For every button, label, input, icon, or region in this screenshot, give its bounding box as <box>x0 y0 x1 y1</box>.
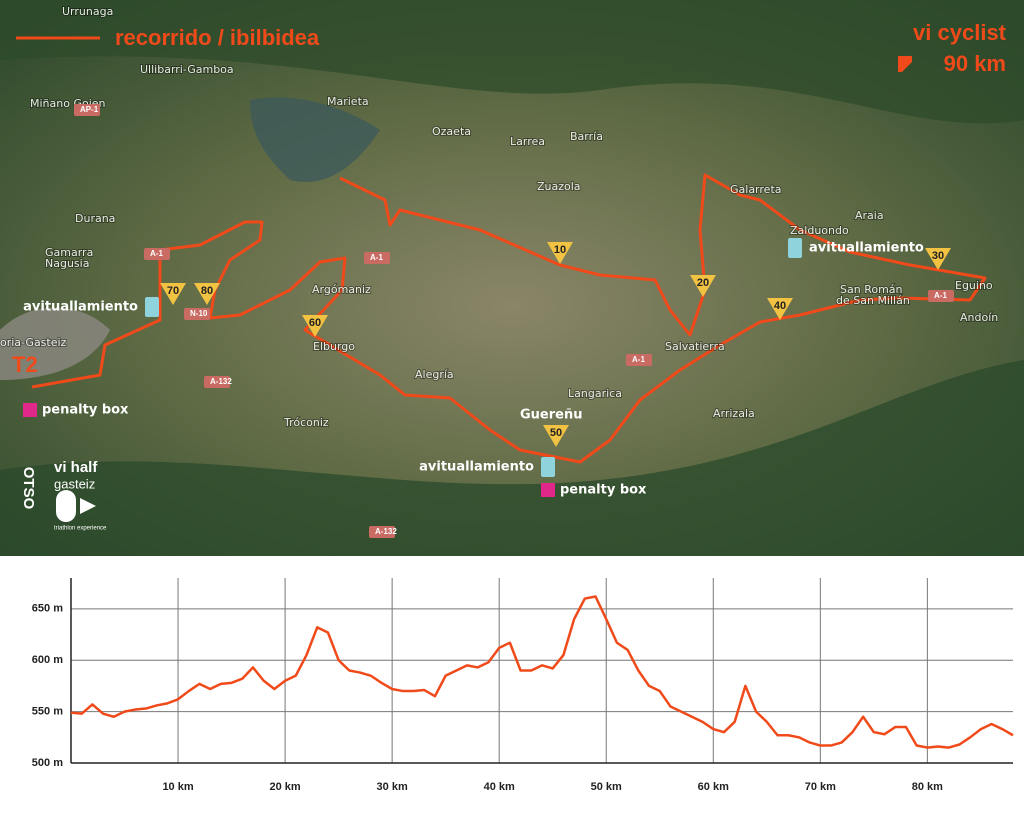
road-label: A-132 <box>210 377 232 386</box>
place-label: Galarreta <box>730 183 782 196</box>
place-label: Nagusia <box>45 257 89 270</box>
x-tick-label: 80 km <box>912 781 943 793</box>
x-tick-label: 20 km <box>269 781 300 793</box>
km-marker <box>767 298 793 320</box>
km-label: 80 <box>201 285 213 297</box>
aid-icon <box>541 457 555 477</box>
road-badge <box>626 354 652 366</box>
legend-label: recorrido / ibilbidea <box>115 25 320 50</box>
km-marker <box>925 248 951 270</box>
place-label: Tróconiz <box>283 416 329 429</box>
mountains-south <box>0 360 1024 556</box>
y-tick-label: 500 m <box>32 757 63 769</box>
road-badge <box>74 104 100 116</box>
x-tick-label: 60 km <box>698 781 729 793</box>
place-label: Gamarra <box>45 246 93 259</box>
elevation-profile: 500 m 550 m 600 m 650 m 10 km 20 km 30 km 40 km… <box>32 578 1014 793</box>
penalty-label: penalty box <box>42 403 129 418</box>
road-label: A-1 <box>632 355 645 364</box>
place-label: Guereñu <box>520 408 582 423</box>
penalty-icon <box>23 403 37 417</box>
km-label: 50 <box>550 427 562 439</box>
city-area <box>0 307 110 380</box>
road-badge <box>144 248 170 260</box>
place-label: Argómaniz <box>312 283 371 296</box>
brand-logo <box>56 490 96 522</box>
place-label: Arrizala <box>713 407 755 420</box>
road-badge <box>204 376 230 388</box>
km-label: 10 <box>554 244 566 256</box>
y-tick-label: 650 m <box>32 603 63 615</box>
x-tick-label: 10 km <box>162 781 193 793</box>
brand-city: gasteiz <box>54 476 95 491</box>
aid-label: avituallamiento <box>23 300 138 315</box>
place-label: Durana <box>75 212 115 225</box>
road-badge <box>364 252 390 264</box>
penalty-icon <box>541 483 555 497</box>
place-label: Elburgo <box>313 340 355 353</box>
road-label: A-132 <box>375 527 397 536</box>
x-tick-label: 40 km <box>484 781 515 793</box>
map: recorrido / ibilbidea vi cyclist 90 km T… <box>0 0 1024 556</box>
distance-icon <box>898 56 912 72</box>
elevation-line <box>70 595 1014 749</box>
place-label: Eguino <box>955 279 993 292</box>
distance: 90 km <box>944 51 1006 76</box>
place-label: Langarica <box>568 387 622 400</box>
road-label: AP-1 <box>80 105 99 114</box>
y-tick-label: 600 m <box>32 654 63 666</box>
road-label: A-1 <box>370 253 383 262</box>
km-marker <box>160 283 186 305</box>
brand-tagline: triathlon experience <box>54 526 107 532</box>
km-marker <box>302 315 328 337</box>
place-label: San Román <box>840 283 903 296</box>
place-label: de San Millán <box>836 294 910 307</box>
road-label: A-1 <box>934 291 947 300</box>
place-label: Zuazola <box>537 180 581 193</box>
km-marker <box>690 275 716 297</box>
km-label: 20 <box>697 277 709 289</box>
place-label: Barría <box>570 130 603 143</box>
aid-icon <box>788 238 802 258</box>
x-tick-label: 50 km <box>591 781 622 793</box>
km-label: 60 <box>309 317 321 329</box>
km-marker <box>194 283 220 305</box>
y-tick-label: 550 m <box>32 706 63 718</box>
place-label: Alegría <box>415 368 454 381</box>
road-label: A-1 <box>150 249 163 258</box>
km-marker <box>543 425 569 447</box>
place-label: Araia <box>855 209 884 222</box>
road-badge <box>928 290 954 302</box>
place-label: Salvatierra <box>665 340 725 353</box>
transition-label: T2 <box>12 352 38 377</box>
x-tick-label: 70 km <box>805 781 836 793</box>
mountains-north <box>0 0 1024 124</box>
road-label: N-10 <box>190 309 208 318</box>
km-marker <box>547 242 573 264</box>
km-label: 30 <box>932 250 944 262</box>
road-badge <box>184 308 210 320</box>
aid-label: avituallamiento <box>809 241 924 256</box>
place-label: Zalduondo <box>790 224 849 237</box>
aid-icon <box>145 297 159 317</box>
place-label: Marieta <box>327 95 369 108</box>
route <box>31 173 987 464</box>
brand-event: vi half <box>54 459 98 476</box>
km-label: 70 <box>167 285 179 297</box>
place-label: oria-Gasteiz <box>0 336 67 349</box>
reservoir <box>250 97 380 182</box>
brand-otso: OTSO <box>20 467 37 510</box>
place-label: Larrea <box>510 135 545 148</box>
penalty-label: penalty box <box>560 483 647 498</box>
place-label: Ullibarri-Gamboa <box>140 63 234 76</box>
brand: OTSO vi half gasteiz triathlon experienc… <box>20 459 107 532</box>
place-label: Andoín <box>960 311 998 324</box>
road-badge <box>369 526 395 538</box>
place-label: Urrunaga <box>62 5 113 18</box>
event-name: vi cyclist <box>913 20 1007 45</box>
x-tick-label: 30 km <box>377 781 408 793</box>
aid-label: avituallamiento <box>419 460 534 475</box>
place-label: Ozaeta <box>432 125 471 138</box>
km-label: 40 <box>774 300 786 312</box>
